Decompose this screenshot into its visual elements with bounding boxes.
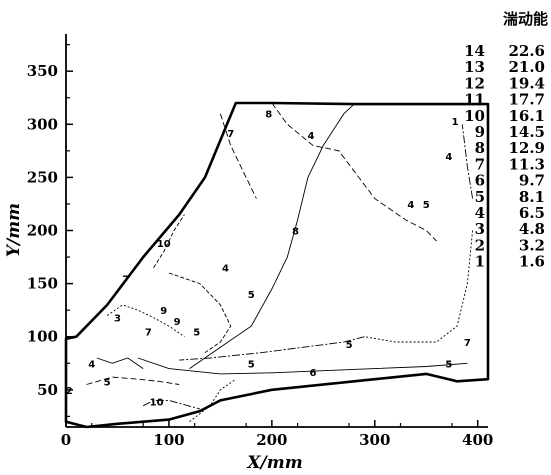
contour-label: 10 bbox=[150, 398, 164, 409]
legend-level: 8 bbox=[475, 139, 485, 157]
x-tick-label: 300 bbox=[359, 431, 390, 449]
y-tick-label: 250 bbox=[27, 168, 58, 186]
legend-value: 16.1 bbox=[508, 107, 545, 125]
contour-line-7 bbox=[189, 378, 237, 423]
contour-lines bbox=[86, 102, 474, 423]
legend-value: 9.7 bbox=[519, 172, 545, 190]
legend-value: 19.4 bbox=[508, 74, 545, 92]
legend-value: 1.6 bbox=[519, 253, 545, 271]
contour-label: 7 bbox=[464, 338, 471, 349]
legend-value: 21.0 bbox=[508, 58, 545, 76]
legend-level: 11 bbox=[464, 91, 485, 109]
contour-line-6 bbox=[137, 357, 468, 375]
axis-ticks: 0 100 200 300 400 50 100 150 200 250 300 350 bbox=[27, 44, 493, 449]
legend-level: 13 bbox=[464, 58, 485, 76]
x-tick-label: 0 bbox=[61, 431, 71, 449]
legend-level: 3 bbox=[475, 220, 485, 238]
legend-value: 6.5 bbox=[519, 204, 545, 222]
legend-level: 7 bbox=[475, 155, 485, 173]
legend-level: 2 bbox=[475, 236, 485, 254]
contour-label: 5 bbox=[248, 359, 255, 370]
contour-label: 10 bbox=[157, 239, 171, 250]
contour-label: 7 bbox=[145, 327, 152, 338]
contour-line-10 bbox=[142, 399, 200, 410]
contour-label: 5 bbox=[346, 340, 353, 351]
contour-line-3 bbox=[461, 124, 474, 199]
contour-label: 1 bbox=[452, 117, 459, 128]
contour-label: 9 bbox=[160, 306, 167, 317]
contour-label: 9 bbox=[174, 317, 181, 328]
y-tick-label: 300 bbox=[27, 115, 58, 133]
contour-label: 4 bbox=[222, 264, 229, 275]
contour-label: 8 bbox=[265, 110, 272, 121]
contour-label: 5 bbox=[248, 290, 255, 301]
contour-line-5 bbox=[168, 272, 232, 353]
x-tick-label: 100 bbox=[153, 431, 184, 449]
contour-line-11 bbox=[153, 214, 185, 268]
legend-level: 10 bbox=[464, 107, 485, 125]
legend-value: 11.3 bbox=[508, 155, 545, 173]
y-tick-label: 200 bbox=[27, 222, 58, 240]
legend-value: 17.7 bbox=[508, 91, 545, 109]
legend-value: 14.5 bbox=[508, 123, 545, 141]
contour-line-5 bbox=[86, 376, 180, 385]
legend-value: 12.9 bbox=[508, 139, 545, 157]
y-tick-label: 150 bbox=[27, 275, 58, 293]
contour-line-4 bbox=[364, 230, 474, 343]
plot-area bbox=[64, 101, 490, 429]
legend-level: 4 bbox=[475, 204, 485, 222]
y-tick-label: 350 bbox=[27, 62, 58, 80]
legend-level: 5 bbox=[475, 188, 485, 206]
contour-label: 8 bbox=[292, 227, 299, 238]
contour-label: 3 bbox=[114, 314, 121, 325]
contour-label: 7 bbox=[122, 274, 129, 285]
contour-line-5 bbox=[179, 336, 365, 361]
x-tick-label: 200 bbox=[256, 431, 287, 449]
contour-line-4 bbox=[271, 102, 437, 242]
x-axis-title: X/mm bbox=[246, 453, 302, 473]
contour-label: 4 bbox=[88, 359, 95, 370]
y-tick-label: 50 bbox=[37, 381, 58, 399]
contour-label: 5 bbox=[423, 200, 430, 211]
domain-boundary bbox=[64, 101, 490, 429]
legend: 湍动能 14 22.613 21.012 19.411 17.710 16.19 14.58… bbox=[464, 10, 548, 271]
contour-label: 5 bbox=[104, 377, 111, 388]
legend-title: 湍动能 bbox=[503, 10, 548, 28]
contour-label: 6 bbox=[310, 368, 317, 379]
legend-level: 9 bbox=[475, 123, 485, 141]
contour-label: 4 bbox=[307, 131, 314, 142]
legend-level: 6 bbox=[475, 172, 485, 190]
x-tick-label: 400 bbox=[462, 431, 493, 449]
contour-label: 4 bbox=[445, 152, 452, 163]
contour-label: 5 bbox=[445, 359, 452, 370]
legend-level: 1 bbox=[475, 253, 485, 271]
legend-value: 3.2 bbox=[519, 236, 545, 254]
legend-value: 22.6 bbox=[508, 42, 545, 60]
y-axis-title: Y/mm bbox=[4, 203, 24, 257]
y-tick-label: 100 bbox=[27, 328, 58, 346]
contour-label: 2 bbox=[66, 386, 73, 397]
contour-line-9 bbox=[106, 304, 185, 338]
legend-level: 12 bbox=[464, 74, 485, 92]
legend-level: 14 bbox=[464, 42, 485, 60]
legend-value: 8.1 bbox=[519, 188, 545, 206]
contour-line-7 bbox=[96, 357, 144, 369]
axes bbox=[65, 34, 488, 428]
contour-label: 5 bbox=[193, 327, 200, 338]
legend-value: 4.8 bbox=[519, 220, 545, 238]
contour-line-8 bbox=[189, 103, 355, 369]
contour-label: 4 bbox=[407, 200, 414, 211]
contour-label: 7 bbox=[227, 129, 234, 140]
